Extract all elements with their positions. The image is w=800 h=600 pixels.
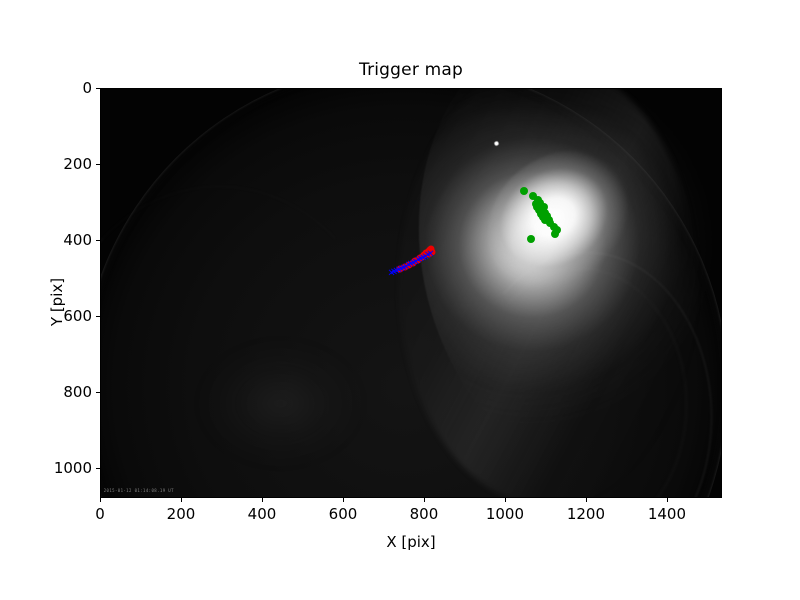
- x-axis-tick-label: 400: [247, 505, 277, 523]
- x-axis-tick-label: 200: [166, 505, 196, 523]
- y-axis-tick: [96, 88, 100, 89]
- x-axis-tick-label: 800: [409, 505, 439, 523]
- x-axis-tick: [666, 498, 668, 502]
- y-axis-tick: [96, 163, 100, 165]
- x-axis-tick-label: 1200: [566, 505, 606, 523]
- x-axis-tick-label: 0: [95, 505, 105, 523]
- y-axis-tick: [96, 467, 100, 469]
- y-axis-tick-label: 0: [82, 79, 92, 97]
- x-axis-tick: [100, 498, 101, 502]
- plot-area[interactable]: 2015-01-12 01:14:08.19 UT ✕ ✕ ✕ ✕ ✕ ✕ ✕ ✕ ✕ ✕ ✕ ✕ ✕ ✕…: [100, 88, 722, 498]
- x-axis-tick-label: 1000: [485, 505, 525, 523]
- y-axis-tick: [96, 391, 100, 393]
- y-axis-label: Y [pix]: [48, 277, 66, 327]
- y-axis-tick-label: 400: [63, 230, 92, 249]
- x-axis-tick: [342, 498, 344, 502]
- sky-background-image: 2015-01-12 01:14:08.19 UT: [100, 88, 722, 498]
- x-axis-tick: [504, 498, 506, 502]
- y-axis-tick: [96, 315, 100, 317]
- x-axis-tick: [261, 498, 263, 502]
- y-axis-tick-label: 800: [63, 382, 92, 401]
- y-axis-tick-label: 1000: [53, 458, 92, 477]
- x-axis-tick: [585, 498, 587, 502]
- y-axis-tick: [96, 239, 100, 241]
- x-axis-tick: [423, 498, 425, 502]
- x-axis-tick-label: 600: [328, 505, 358, 523]
- frame-timestamp-overlay: 2015-01-12 01:14:08.19 UT: [103, 488, 174, 494]
- y-axis-tick-label: 600: [63, 306, 92, 325]
- page-title: Trigger map: [358, 60, 463, 80]
- x-axis-label: X [pix]: [386, 533, 436, 551]
- x-axis-tick-label: 1400: [647, 505, 687, 523]
- x-axis-tick: [180, 498, 182, 502]
- y-axis-tick-label: 200: [63, 154, 92, 173]
